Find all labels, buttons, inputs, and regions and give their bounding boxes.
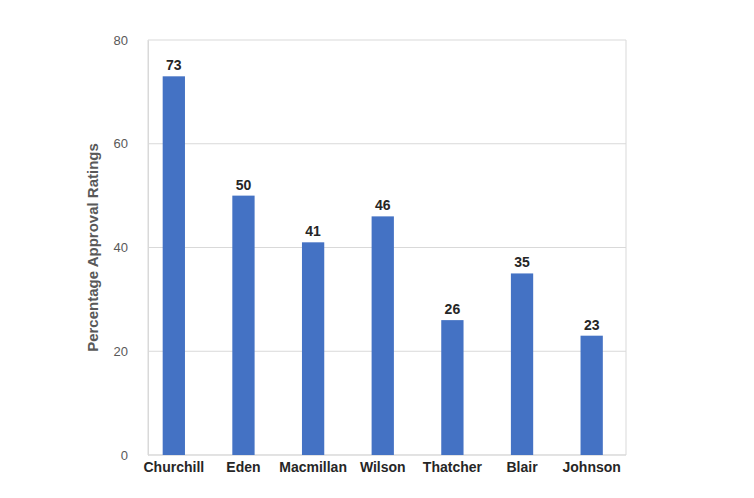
data-label: 50 [236,177,252,193]
bar [163,76,185,455]
bars [163,76,603,455]
y-tick: 60 [114,136,148,151]
bar [372,216,394,455]
x-tick-label: Eden [226,459,260,475]
x-tick: Wilson [360,455,406,475]
x-axis: Churchill Eden Macmillan Wilson Thatcher Blai… [143,455,626,475]
data-label: 41 [305,223,321,239]
y-tick-label: 20 [114,344,128,359]
bar [232,196,254,455]
y-tick-label: 0 [121,448,128,463]
x-tick: Churchill [143,455,204,475]
y-axis: 0 20 40 60 80 [114,33,149,463]
y-tick: 80 [114,33,148,48]
x-tick: Eden [226,455,260,475]
y-axis-title: Percentage Approval Ratings [84,143,101,352]
grid-line [148,143,626,144]
data-label: 46 [375,197,391,213]
bar [441,320,463,455]
y-tick-label: 40 [114,240,128,255]
bar [581,336,603,455]
x-tick-label: Thatcher [423,459,483,475]
y-tick-label: 60 [114,136,128,151]
y-axis-line [148,41,149,456]
x-tick: Macmillan [279,455,347,475]
x-tick: Johnson [563,455,621,475]
x-tick-label: Johnson [563,459,621,475]
grid [148,40,626,455]
y-tick: 40 [114,240,148,255]
x-tick-label: Churchill [143,459,204,475]
x-tick: Blair [506,455,538,475]
data-label: 26 [445,301,461,317]
grid-line [148,40,626,41]
x-tick-label: Blair [506,459,538,475]
x-tick-label: Macmillan [279,459,347,475]
data-label: 23 [584,317,600,333]
data-label: 35 [514,254,530,270]
bar [302,242,324,455]
x-tick: Thatcher [423,455,483,475]
x-tick-label: Wilson [360,459,406,475]
y-tick: 20 [114,344,148,359]
data-label: 73 [166,57,182,73]
bar [511,273,533,455]
y-tick-label: 80 [114,33,128,48]
plot-frame-left [148,40,149,455]
chart: 0 20 40 60 80 Churchill Eden Macmillan Wilson Tha… [0,0,754,498]
data-labels: 73 50 41 46 26 35 23 [166,57,600,332]
